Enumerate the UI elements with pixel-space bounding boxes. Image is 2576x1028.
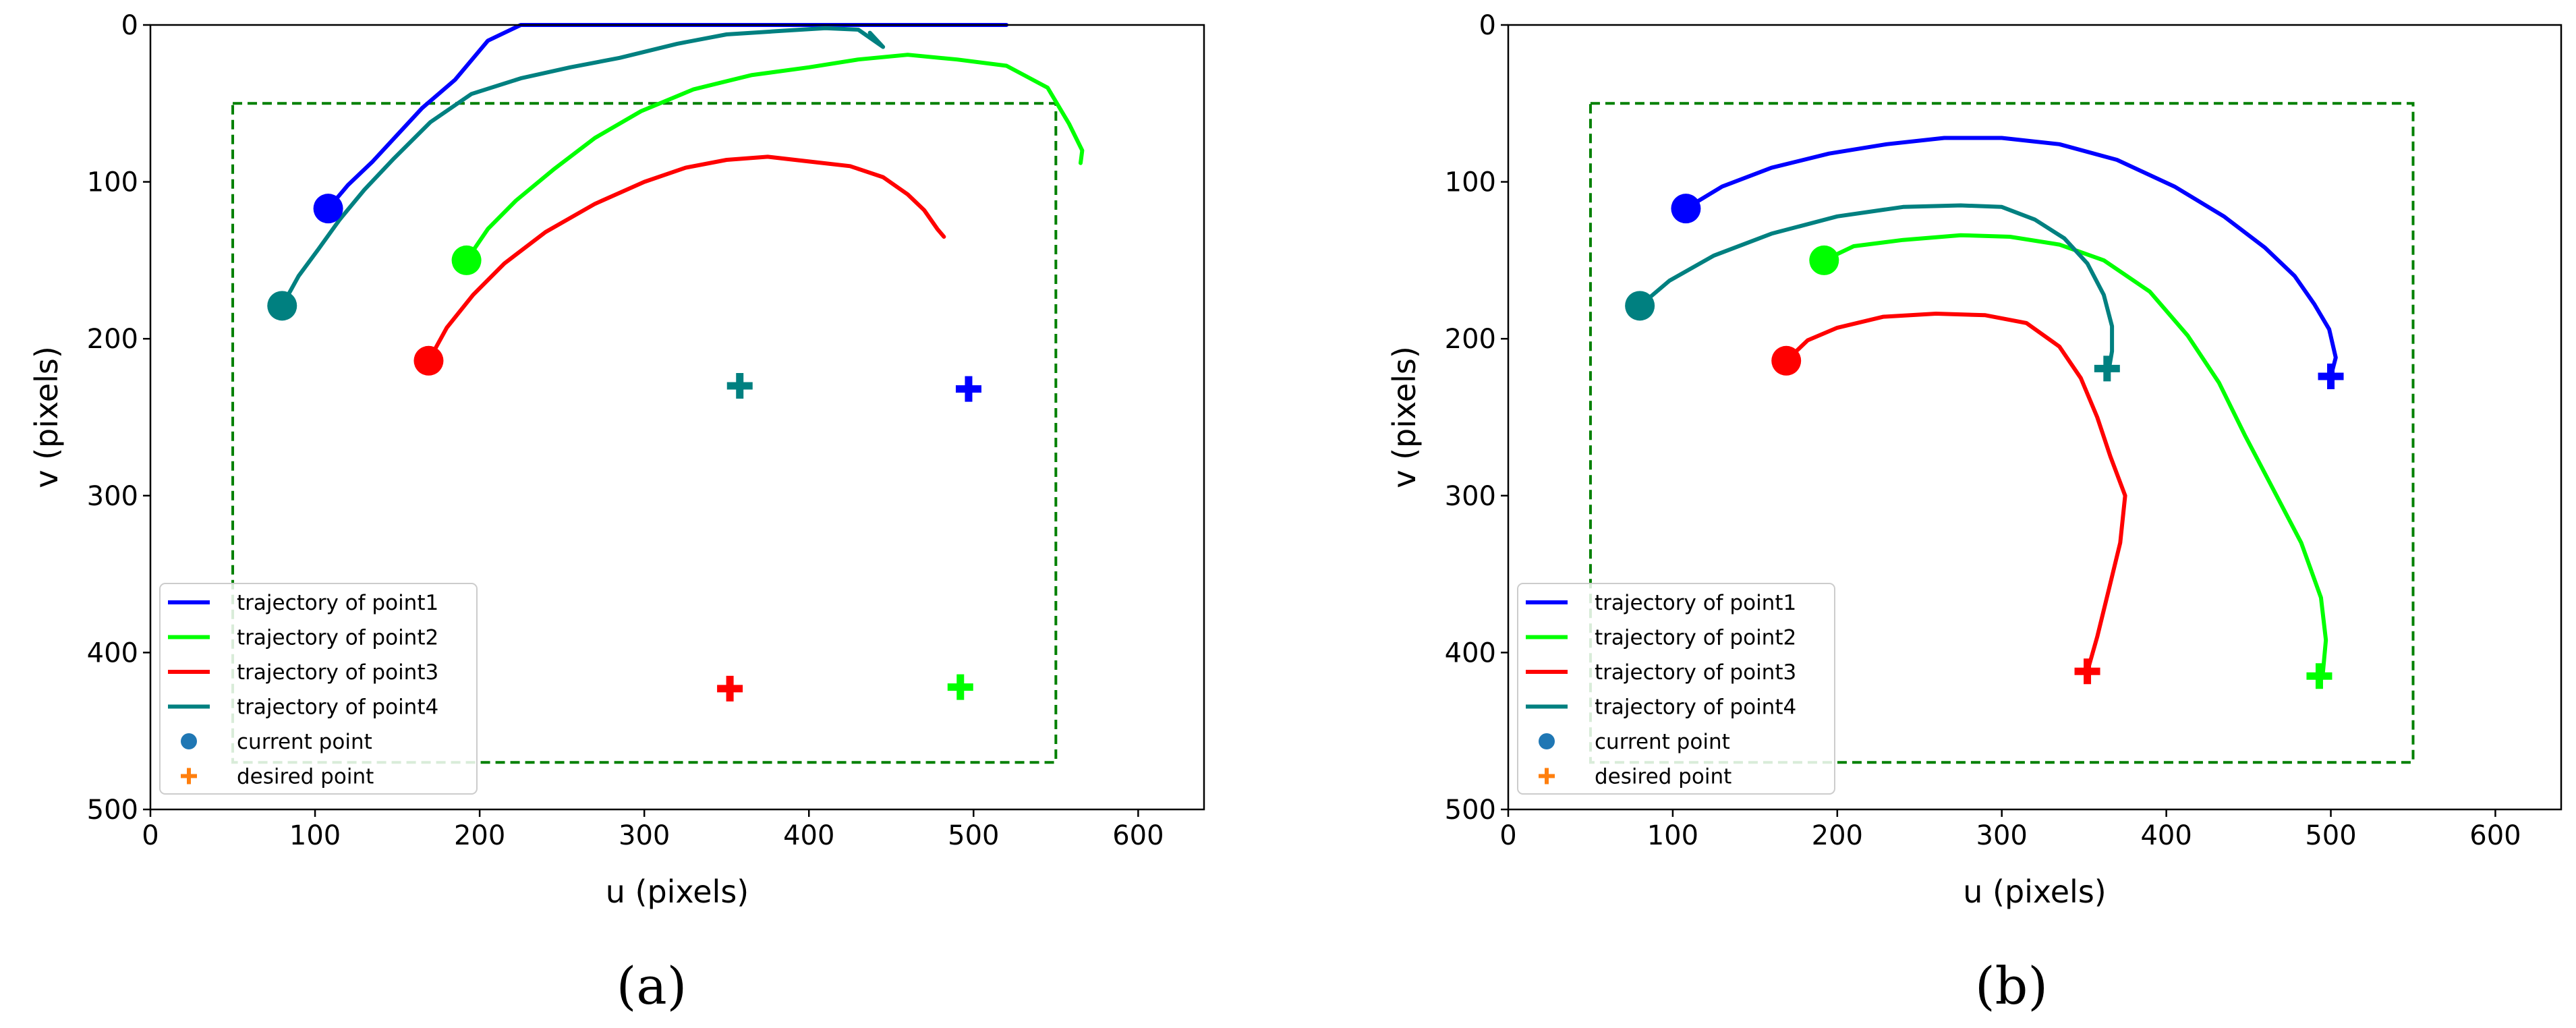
y-tick-label: 0 — [1479, 10, 1496, 41]
trajectory-point3-line — [1784, 312, 2127, 674]
legend-label: trajectory of point3 — [237, 660, 438, 685]
desired-point4-marker — [2094, 355, 2120, 382]
panel-caption: (a) — [617, 956, 687, 1016]
legend-label: current point — [1595, 730, 1730, 754]
legend-label: trajectory of point1 — [237, 591, 438, 615]
legend-label: trajectory of point4 — [1595, 695, 1796, 720]
y-tick-label: 500 — [1445, 795, 1496, 826]
current-point3-marker — [413, 345, 444, 376]
axes-frame — [1507, 24, 2563, 811]
x-tick-label: 600 — [1112, 820, 1164, 851]
x-axis-label: u (pixels) — [606, 874, 749, 910]
y-tick-label: 400 — [1445, 637, 1496, 668]
legend-label: desired point — [1595, 765, 1731, 789]
x-tick-label: 300 — [1976, 820, 2028, 851]
legend-current-point-marker — [181, 733, 197, 749]
x-tick-label: 200 — [1812, 820, 1863, 851]
legend-label: trajectory of point2 — [1595, 626, 1796, 650]
y-tick-label: 300 — [87, 481, 138, 512]
boundary-rectangle — [1588, 102, 2415, 764]
y-tick-label: 400 — [87, 637, 138, 668]
desired-point1-marker — [955, 376, 981, 402]
trajectory-point2-line — [1822, 233, 2328, 679]
trajectory-point3-line — [426, 154, 946, 363]
x-tick-label: 600 — [2469, 820, 2521, 851]
current-point2-marker — [1809, 245, 1839, 275]
trajectory-point4-line — [1638, 203, 2115, 372]
y-tick-label: 500 — [87, 795, 138, 826]
x-tick-label: 500 — [948, 820, 999, 851]
y-tick-label: 0 — [121, 10, 138, 41]
current-point3-marker — [1771, 345, 1802, 376]
legend-desired-point-marker — [1539, 768, 1555, 784]
x-tick-label: 0 — [142, 820, 159, 851]
desired-point4-marker — [726, 372, 753, 399]
legend-desired-point-marker — [181, 768, 197, 784]
x-axis-label: u (pixels) — [1963, 874, 2107, 910]
legend-label: trajectory of point3 — [1595, 660, 1796, 685]
legend-label: trajectory of point1 — [1595, 591, 1796, 615]
desired-point2-marker — [947, 674, 973, 700]
legend-current-point-marker — [1539, 733, 1555, 749]
legend-box — [159, 583, 478, 795]
current-point1-marker — [1671, 194, 1701, 224]
x-tick-label: 200 — [454, 820, 505, 851]
desired-point1-marker — [2318, 364, 2344, 390]
y-tick-label: 300 — [1445, 481, 1496, 512]
x-tick-label: 100 — [1647, 820, 1698, 851]
x-tick-label: 100 — [289, 820, 341, 851]
x-tick-label: 400 — [2140, 820, 2192, 851]
trajectory-point1-line — [1684, 136, 2338, 378]
trajectory-point2-line — [464, 53, 1085, 262]
trajectory-point4-line — [280, 26, 886, 308]
legend-label: trajectory of point4 — [237, 695, 438, 720]
desired-point2-marker — [2306, 663, 2332, 689]
y-tick-label: 200 — [1445, 324, 1496, 355]
desired-point3-marker — [2074, 658, 2100, 685]
current-point1-marker — [313, 194, 343, 224]
y-axis-label: v (pixels) — [1386, 346, 1423, 488]
legend-label: desired point — [237, 765, 374, 789]
panel-caption: (b) — [1975, 956, 2048, 1016]
current-point2-marker — [451, 245, 482, 275]
legend-box — [1517, 583, 1835, 795]
legend-label: trajectory of point2 — [237, 626, 438, 650]
current-point4-marker — [267, 291, 297, 321]
x-tick-label: 0 — [1499, 820, 1516, 851]
current-point4-marker — [1625, 291, 1655, 321]
y-tick-label: 200 — [87, 324, 138, 355]
x-tick-label: 400 — [783, 820, 834, 851]
y-tick-label: 100 — [87, 167, 138, 198]
y-tick-label: 100 — [1445, 167, 1496, 198]
x-tick-label: 300 — [619, 820, 670, 851]
y-axis-label: v (pixels) — [28, 346, 65, 488]
boundary-rectangle — [231, 102, 1058, 764]
desired-point3-marker — [717, 675, 743, 702]
x-tick-label: 500 — [2305, 820, 2356, 851]
axes-frame — [149, 24, 1205, 811]
legend-label: current point — [237, 730, 372, 754]
